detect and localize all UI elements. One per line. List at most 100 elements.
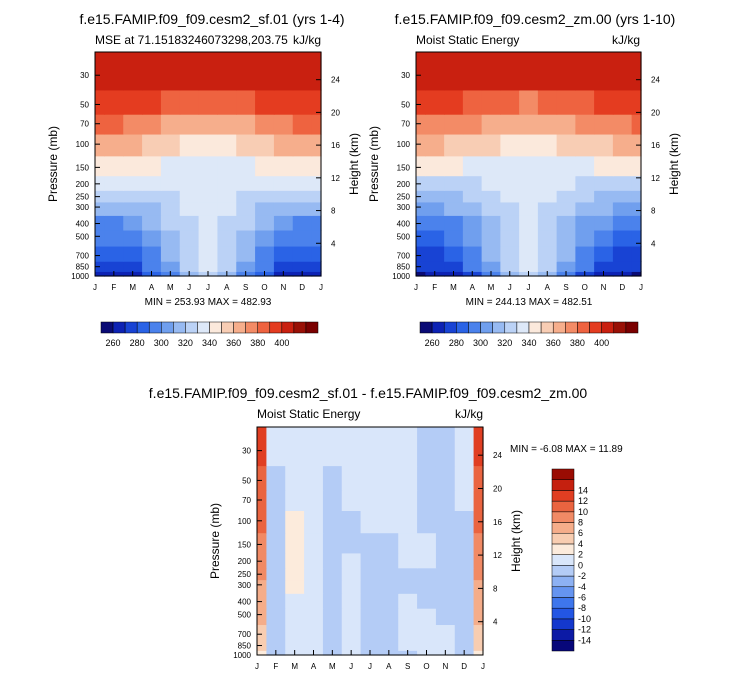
heatmap-cell	[142, 245, 162, 262]
y-tick-label: 400	[397, 220, 411, 229]
colorbar-label: 6	[578, 528, 583, 538]
heatmap-cell	[575, 190, 595, 203]
heatmap-cell	[631, 261, 642, 272]
heatmap-cell	[500, 215, 520, 231]
y-tick-label: 700	[76, 252, 90, 261]
x-tick-label: A	[386, 662, 392, 671]
heatmap-cell	[217, 155, 237, 177]
heatmap-cell	[104, 245, 124, 262]
heatmap-cell	[575, 89, 595, 115]
heatmap-cell	[473, 608, 484, 626]
y-tick-label: 50	[80, 100, 89, 109]
heatmap-cell	[198, 229, 219, 247]
heatmap-cell	[322, 579, 343, 594]
heatmap-cell	[454, 510, 475, 534]
heatmap-cell	[500, 155, 520, 177]
heatmap-cell	[311, 52, 322, 91]
heatmap-cell	[462, 201, 483, 216]
heatmap-cell	[537, 52, 558, 91]
y-tick-label: 250	[76, 193, 90, 202]
heatmap-cell	[236, 245, 256, 262]
heatmap-cell	[481, 245, 501, 262]
heatmap-cell	[416, 201, 426, 216]
heatmap-cell	[179, 175, 200, 191]
heatmap-cell	[341, 552, 362, 569]
x-tick-label: J	[349, 662, 353, 671]
heatmap-cell	[454, 624, 475, 641]
x-tick-label: M	[329, 662, 336, 671]
colorbar-label: -8	[578, 603, 586, 613]
x-tick-label: A	[470, 283, 476, 292]
y-tick-label: 400	[238, 598, 252, 607]
heatmap-cell	[123, 245, 143, 262]
y-tick-label: 250	[238, 570, 252, 579]
heatmap-cell	[435, 624, 456, 641]
heatmap-cell	[104, 114, 124, 135]
heatmap-cell	[500, 261, 520, 272]
panel-top-right-title: f.e15.FAMIP.f09_f09.cesm2_zm.00 (yrs 1-1…	[395, 11, 676, 27]
heatmap-cell	[417, 593, 437, 609]
heatmap-cell	[398, 510, 418, 534]
x-tick-label: J	[414, 283, 418, 292]
heatmap-cell	[236, 155, 256, 177]
colorbar-swatch	[551, 511, 575, 523]
heatmap-cell	[462, 133, 483, 157]
colorbar-label: 380	[250, 338, 265, 348]
heatmap-cell	[255, 245, 275, 262]
heatmap-cell	[304, 465, 324, 491]
heatmap-cell	[473, 567, 484, 581]
colorbar-label: 8	[578, 518, 583, 528]
heatmap-cell	[575, 261, 595, 272]
heatmap-cell	[594, 52, 614, 91]
heatmap-cell	[444, 155, 464, 177]
colorbar-label: 260	[425, 338, 440, 348]
heatmap-cell	[417, 608, 437, 626]
heatmap-cell	[556, 201, 576, 216]
heatmap-cell	[481, 175, 501, 191]
heatmap-cell	[95, 261, 106, 272]
x-tick-label: D	[461, 662, 467, 671]
heatmap-cell	[311, 89, 322, 115]
heatmap-cell	[379, 532, 399, 554]
heatmap-cell	[556, 261, 576, 272]
y2-tick-label: 24	[493, 451, 502, 460]
colorbar-label: 280	[449, 338, 464, 348]
y2-tick-label: 8	[493, 584, 498, 593]
heatmap-cell	[556, 229, 576, 247]
heatmap-cell	[292, 245, 313, 262]
heatmap-cell	[444, 133, 464, 157]
heatmap-cell	[398, 490, 418, 512]
heatmap-cell	[519, 89, 539, 115]
heatmap-cell	[417, 567, 437, 581]
heatmap-cell	[142, 114, 162, 135]
heatmap-cell	[444, 201, 464, 216]
heatmap-cell	[285, 532, 305, 554]
heatmap-cell	[631, 190, 642, 203]
heatmap-cell	[179, 155, 200, 177]
heatmap-cell	[417, 552, 437, 569]
y-tick-label: 300	[76, 203, 90, 212]
heatmap-cell	[575, 52, 595, 91]
heatmap-cell	[575, 201, 595, 216]
heatmap-cell	[575, 114, 595, 135]
y-axis-label-pressure: Pressure (mb)	[367, 126, 381, 202]
colorbar-swatch	[100, 321, 114, 334]
colorbar-label: 2	[578, 550, 583, 560]
heatmap-bottom	[257, 427, 484, 656]
heatmap-cell	[631, 175, 642, 191]
heatmap-cell	[556, 89, 576, 115]
heatmap-cell	[95, 89, 106, 115]
heatmap-cell	[454, 552, 475, 569]
colorbar-label: 380	[570, 338, 585, 348]
heatmap-cell	[519, 215, 539, 231]
heatmap-cell	[322, 552, 343, 569]
heatmap-cell	[104, 201, 124, 216]
heatmap-cell	[123, 133, 143, 157]
colorbar-label: 320	[497, 338, 512, 348]
heatmap-cell	[500, 175, 520, 191]
heatmap-cell	[416, 245, 426, 262]
heatmap-cell	[292, 114, 313, 135]
heatmap-cell	[594, 245, 614, 262]
